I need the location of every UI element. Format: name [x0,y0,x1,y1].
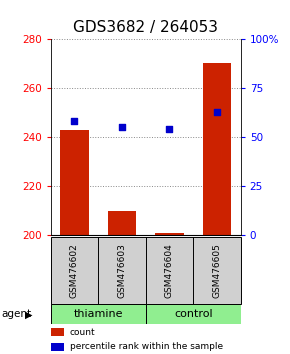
Text: thiamine: thiamine [73,309,123,319]
Text: agent: agent [1,309,32,319]
Text: GSM476603: GSM476603 [117,243,126,298]
Text: ▶: ▶ [25,309,33,319]
Title: GDS3682 / 264053: GDS3682 / 264053 [73,20,218,35]
Text: GSM476605: GSM476605 [213,243,222,298]
Bar [146,304,241,324]
Text: percentile rank within the sample: percentile rank within the sample [70,342,223,352]
Bar [51,329,64,336]
Bar [51,304,146,324]
Bar [60,130,89,235]
Bar [155,233,184,235]
Point [120,125,124,130]
Text: count: count [70,328,95,337]
Bar [203,63,231,235]
Text: control: control [174,309,213,319]
Text: GSM476602: GSM476602 [70,244,79,298]
Point [72,119,77,124]
Point [167,126,172,132]
Bar [51,343,64,351]
Bar [108,211,136,235]
Text: GSM476604: GSM476604 [165,244,174,298]
Point [215,109,219,114]
